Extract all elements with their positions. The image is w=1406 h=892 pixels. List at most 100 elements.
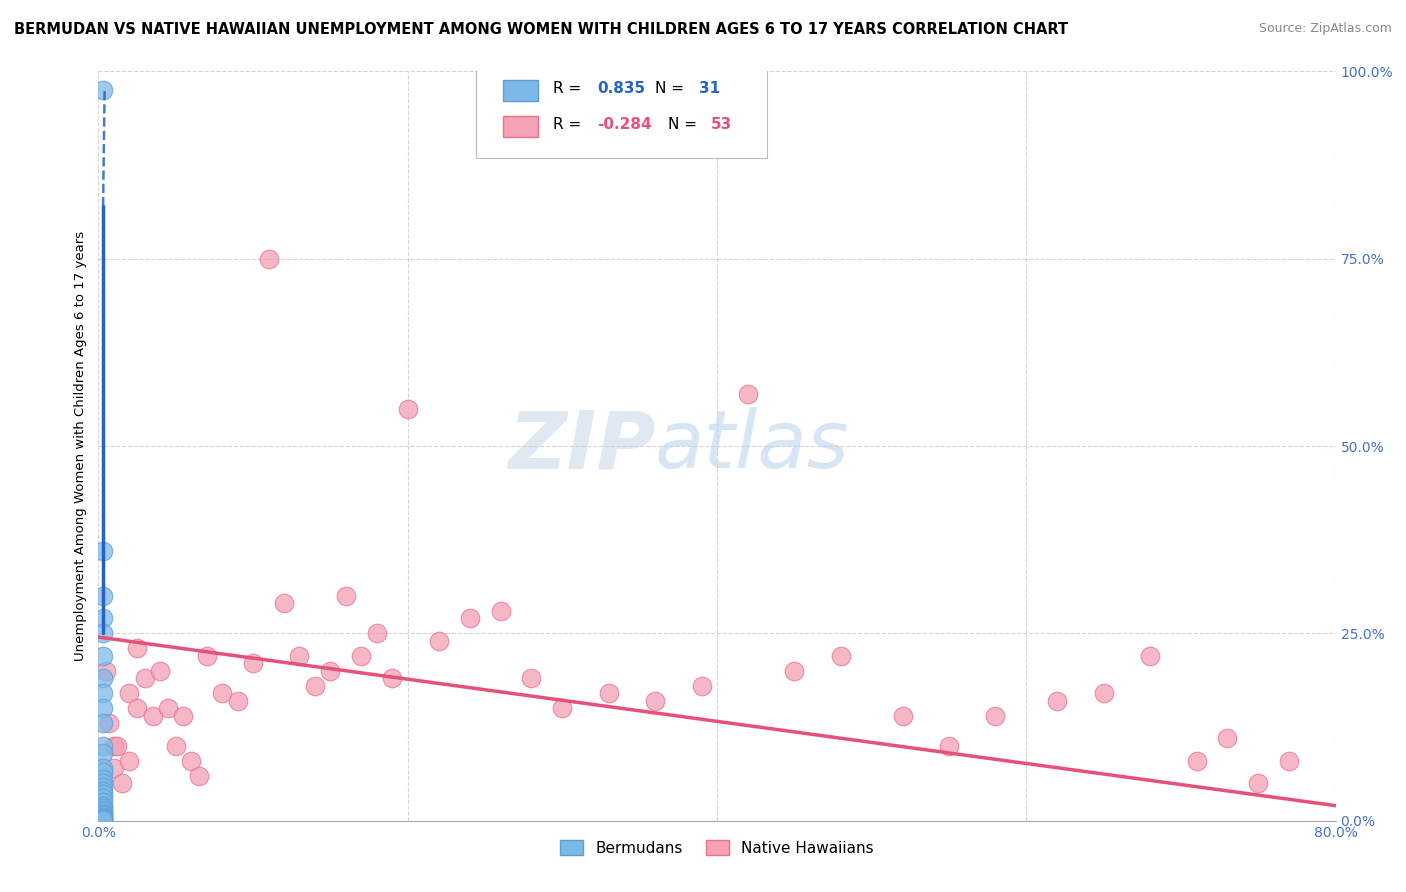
Text: ZIP: ZIP [508, 407, 655, 485]
Point [1278, 754, 1301, 768]
Legend: Bermudans, Native Hawaiians: Bermudans, Native Hawaiians [554, 833, 880, 862]
Point [91, 810, 114, 824]
Point [91, 772, 114, 787]
Point [180, 754, 202, 768]
Point [91, 589, 114, 603]
Point [91, 803, 114, 817]
Text: 31: 31 [699, 81, 720, 96]
Point [91, 811, 114, 825]
Point [1139, 648, 1161, 663]
Point [91, 686, 114, 700]
Point [91, 746, 114, 760]
Point [149, 664, 172, 678]
Point [783, 664, 806, 678]
Point [98, 716, 121, 731]
Point [91, 798, 114, 813]
Point [381, 671, 404, 685]
Point [1092, 686, 1115, 700]
Point [91, 764, 114, 779]
Point [91, 783, 114, 797]
Text: N =: N = [655, 81, 689, 96]
Point [91, 791, 114, 805]
Point [427, 633, 450, 648]
Point [891, 708, 914, 723]
Point [242, 657, 264, 671]
Point [458, 611, 481, 625]
Point [737, 386, 759, 401]
Y-axis label: Unemployment Among Women with Children Ages 6 to 17 years: Unemployment Among Women with Children A… [75, 231, 87, 661]
FancyBboxPatch shape [503, 80, 537, 102]
Point [91, 701, 114, 715]
Point [91, 780, 114, 794]
Point [91, 648, 114, 663]
Point [1216, 731, 1239, 746]
Point [91, 788, 114, 802]
Point [984, 708, 1007, 723]
Point [350, 648, 373, 663]
FancyBboxPatch shape [503, 116, 537, 137]
Point [103, 739, 125, 753]
Point [91, 806, 114, 821]
Point [91, 813, 114, 827]
Point [319, 664, 342, 678]
Point [644, 694, 666, 708]
Point [489, 604, 512, 618]
Point [226, 694, 249, 708]
Point [172, 708, 194, 723]
Point [118, 686, 141, 700]
Point [91, 761, 114, 775]
Text: R =: R = [553, 81, 586, 96]
Point [1046, 694, 1069, 708]
Text: 0.835: 0.835 [598, 81, 645, 96]
Point [91, 671, 114, 685]
Point [91, 812, 114, 826]
Point [288, 648, 311, 663]
Point [1247, 776, 1270, 790]
Point [257, 252, 280, 266]
Point [830, 648, 852, 663]
Point [118, 754, 141, 768]
Point [396, 401, 419, 416]
Point [304, 679, 326, 693]
Point [91, 739, 114, 753]
Point [938, 739, 960, 753]
Point [157, 701, 180, 715]
Point [91, 801, 114, 815]
Point [111, 776, 132, 790]
Point [91, 805, 114, 820]
Text: N =: N = [668, 117, 702, 132]
Text: 53: 53 [711, 117, 733, 132]
Point [91, 776, 114, 790]
Point [96, 664, 118, 678]
Point [105, 739, 128, 753]
FancyBboxPatch shape [475, 64, 766, 158]
Text: BERMUDAN VS NATIVE HAWAIIAN UNEMPLOYMENT AMONG WOMEN WITH CHILDREN AGES 6 TO 17 : BERMUDAN VS NATIVE HAWAIIAN UNEMPLOYMENT… [14, 22, 1069, 37]
Point [91, 544, 114, 558]
Point [551, 701, 574, 715]
Text: R =: R = [553, 117, 586, 132]
Point [127, 701, 149, 715]
Point [335, 589, 357, 603]
Text: -0.284: -0.284 [598, 117, 651, 132]
Point [134, 671, 156, 685]
Point [103, 761, 125, 775]
Point [91, 716, 114, 731]
Point [211, 686, 233, 700]
Text: atlas: atlas [655, 407, 851, 485]
Point [273, 596, 295, 610]
Point [127, 641, 149, 656]
Point [91, 795, 114, 809]
Point [690, 679, 713, 693]
Point [520, 671, 543, 685]
Point [141, 708, 165, 723]
Point [91, 626, 114, 640]
Text: Source: ZipAtlas.com: Source: ZipAtlas.com [1258, 22, 1392, 36]
Point [91, 83, 114, 97]
Point [195, 648, 218, 663]
Point [91, 611, 114, 625]
Point [188, 769, 211, 783]
Point [598, 686, 620, 700]
Point [91, 808, 114, 822]
Point [366, 626, 388, 640]
Point [1185, 754, 1208, 768]
